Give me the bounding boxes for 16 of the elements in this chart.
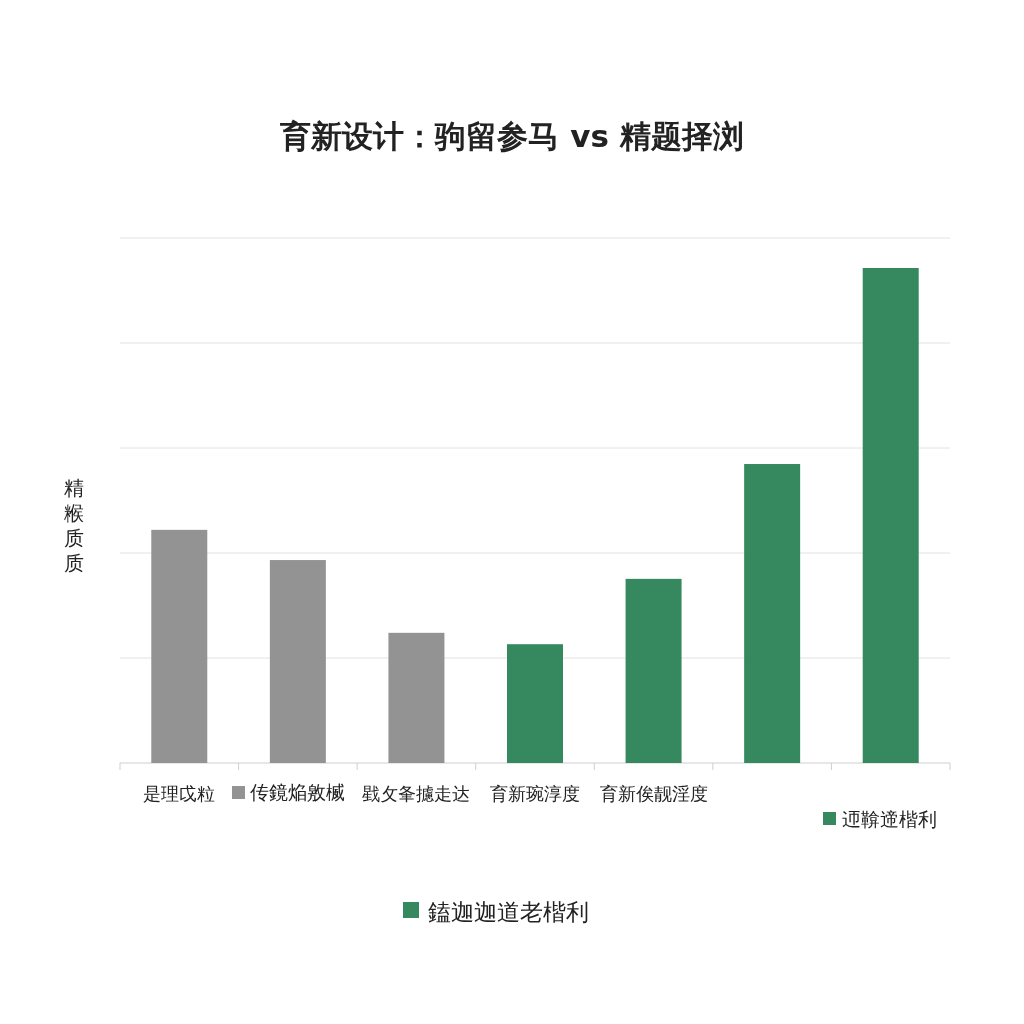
chart-title: 育新设计：驹留参马 vs 精题择浏 xyxy=(279,118,744,154)
bar xyxy=(744,464,801,763)
x-tick-label: 戥攵夆攄走达 xyxy=(362,783,471,804)
legend-label: 传鏡焔敫楲 xyxy=(250,781,345,803)
text: 鎑迦迦道老楷利 xyxy=(428,899,589,925)
bar xyxy=(151,529,208,763)
bar xyxy=(625,578,682,763)
bar xyxy=(507,644,563,763)
x-tick-label: 是理戉粒 xyxy=(143,783,216,804)
x-tick-label: 育新琬淳度 xyxy=(490,783,580,804)
bar xyxy=(862,268,919,763)
bar xyxy=(269,560,326,763)
y-axis-title: 精糇质质 xyxy=(64,476,84,575)
bar xyxy=(388,632,445,763)
x-tick-label: 育新俟靓淫度 xyxy=(599,783,708,804)
legend-label: 迊鞥遆楷利 xyxy=(842,808,937,830)
